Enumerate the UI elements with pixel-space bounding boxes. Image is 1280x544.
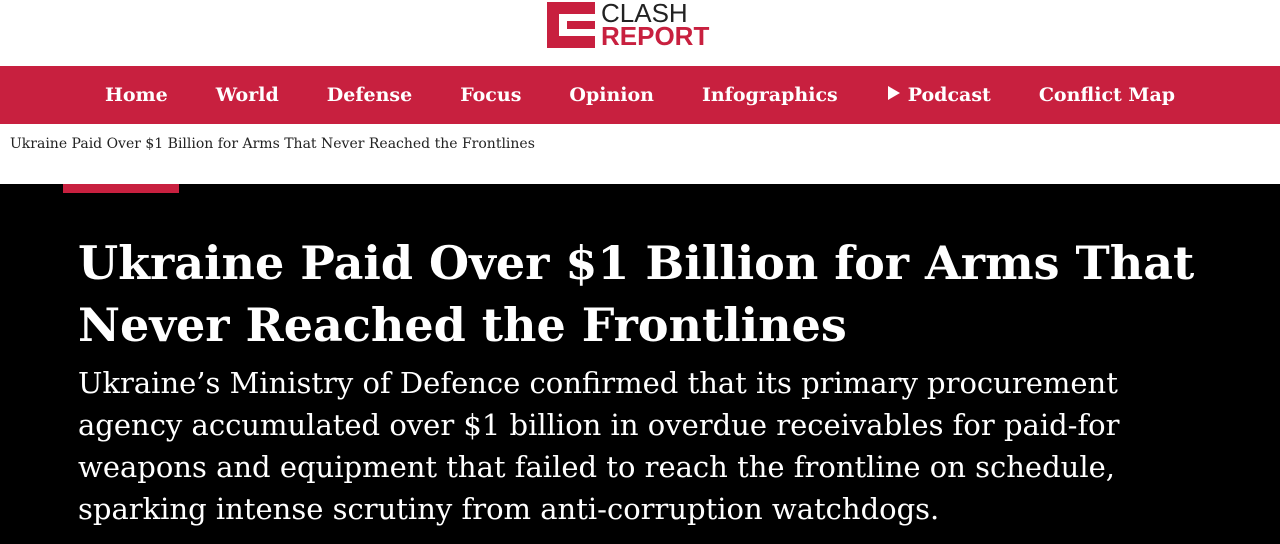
article: Ukraine Paid Over $1 Billion for Arms Th… — [0, 184, 1280, 530]
nav-label: Conflict Map — [1038, 84, 1176, 106]
nav-link[interactable]: World — [216, 84, 279, 106]
nav-link[interactable]: Podcast — [886, 84, 991, 106]
nav-link[interactable]: Focus — [460, 84, 521, 106]
nav-link[interactable]: Defense — [327, 84, 412, 106]
article-title: Ukraine Paid Over $1 Billion for Arms Th… — [78, 236, 1195, 352]
nav: Home World Defense Focus Opinion Infographics… — [0, 66, 1280, 124]
breadcrumb: Ukraine Paid Over $1 Billion for Arms Th… — [0, 124, 1280, 184]
nav-label: Focus — [460, 84, 522, 106]
nav-label: Defense — [326, 84, 413, 106]
nav-link[interactable]: Opinion — [569, 84, 654, 106]
nav-label: Podcast — [907, 84, 991, 106]
article-summary: Ukraine’s Ministry of Defence confirmed … — [78, 366, 1120, 526]
nav-label: World — [215, 84, 279, 106]
nav-label: Opinion — [569, 84, 654, 106]
logo-line: REPORT — [601, 21, 710, 51]
logo[interactable]: CLASH REPORT — [547, 0, 710, 51]
nav-link[interactable]: Infographics — [702, 84, 838, 106]
header: CLASH REPORT — [0, 0, 1280, 66]
nav-label: Home — [104, 84, 168, 106]
nav-label: Infographics — [701, 84, 838, 106]
accent-bar — [63, 184, 179, 193]
logo-mark — [547, 2, 595, 48]
nav-link[interactable]: Home — [105, 84, 168, 106]
nav-link[interactable]: Conflict Map — [1039, 84, 1175, 106]
logo-line: CLASH — [601, 0, 688, 28]
play-icon — [887, 86, 900, 100]
